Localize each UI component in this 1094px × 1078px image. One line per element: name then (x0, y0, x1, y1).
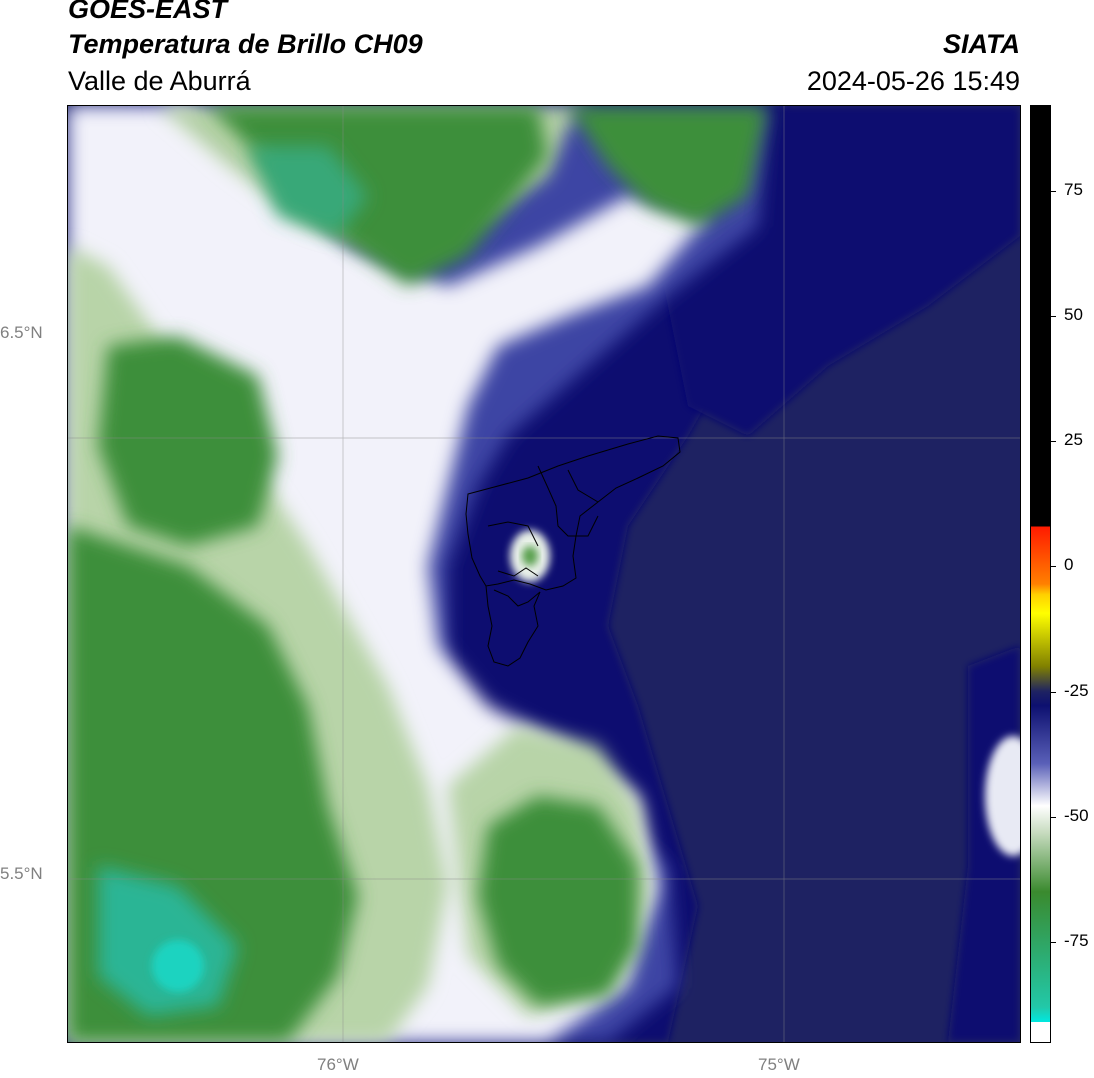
colorbar-tick (1050, 316, 1056, 318)
satellite-map (67, 105, 1021, 1043)
colorbar-tick (1050, 941, 1056, 943)
east-white-edge (985, 736, 1020, 856)
longitude-label-76w: 76°W (317, 1055, 359, 1074)
green-northeast (568, 106, 768, 226)
valley-green-spot (522, 546, 538, 566)
colorbar-tick-label: -25 (1064, 680, 1089, 700)
colorbar-tick (1050, 441, 1056, 443)
green-south-center (478, 796, 638, 1006)
colorbar-tick (1050, 191, 1056, 193)
municipality-borders (465, 435, 681, 667)
colorbar-tick-label: 50 (1064, 305, 1083, 325)
colorbar-tick-label: 75 (1064, 180, 1083, 200)
gridlines (68, 106, 1020, 1042)
teal-core-north (248, 146, 368, 236)
brightness-temperature-field (68, 106, 1020, 1042)
cyan-core (152, 940, 204, 992)
colorbar-tick-label: 0 (1064, 555, 1074, 575)
colorbar (1030, 105, 1051, 1043)
latitude-label-5-5n: 5.5°N (0, 864, 43, 883)
colorbar-tick-label: 25 (1064, 430, 1083, 450)
region-name: Valle de Aburrá (68, 66, 251, 96)
longitude-label-75w: 75°W (758, 1055, 800, 1074)
teal-core-southwest (98, 866, 238, 1016)
organization-name: SIATA (943, 29, 1020, 59)
product-subtitle: Temperatura de Brillo CH09 (68, 29, 423, 59)
colorbar-tick-label: -75 (1064, 930, 1089, 950)
product-title: GOES-EAST (68, 0, 228, 24)
green-west (98, 336, 278, 546)
colorbar-tick (1050, 566, 1056, 568)
colorbar-tick (1050, 691, 1056, 693)
datetime-stamp: 2024-05-26 15:49 (806, 66, 1020, 96)
colorbar-tick-label: -50 (1064, 805, 1089, 825)
colorbar-tick (1050, 816, 1056, 818)
latitude-label-6-5n: 6.5°N (0, 323, 43, 342)
